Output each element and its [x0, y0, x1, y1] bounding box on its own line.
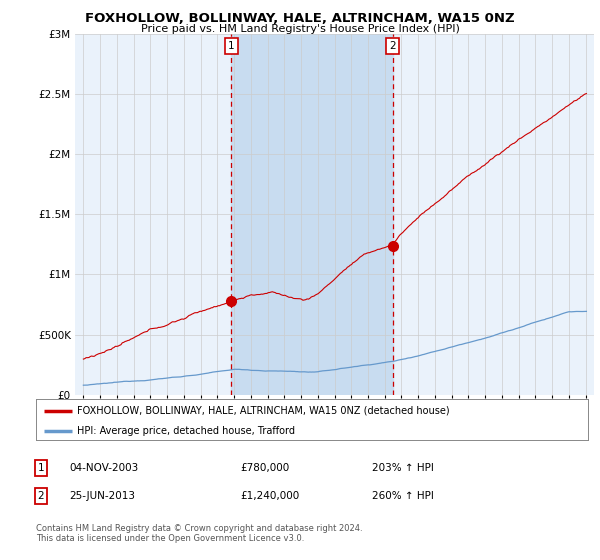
Text: 1: 1	[37, 463, 44, 473]
Text: 2: 2	[389, 41, 396, 50]
Text: 1: 1	[228, 41, 235, 50]
Text: FOXHOLLOW, BOLLINWAY, HALE, ALTRINCHAM, WA15 0NZ: FOXHOLLOW, BOLLINWAY, HALE, ALTRINCHAM, …	[85, 12, 515, 25]
Text: 260% ↑ HPI: 260% ↑ HPI	[372, 491, 434, 501]
Text: £780,000: £780,000	[240, 463, 289, 473]
Text: Contains HM Land Registry data © Crown copyright and database right 2024.
This d: Contains HM Land Registry data © Crown c…	[36, 524, 362, 543]
Text: 203% ↑ HPI: 203% ↑ HPI	[372, 463, 434, 473]
Text: HPI: Average price, detached house, Trafford: HPI: Average price, detached house, Traf…	[77, 426, 295, 436]
Text: 25-JUN-2013: 25-JUN-2013	[69, 491, 135, 501]
Bar	[232, 34, 393, 395]
Text: Price paid vs. HM Land Registry's House Price Index (HPI): Price paid vs. HM Land Registry's House …	[140, 24, 460, 34]
Text: £1,240,000: £1,240,000	[240, 491, 299, 501]
Text: 04-NOV-2003: 04-NOV-2003	[69, 463, 138, 473]
Text: FOXHOLLOW, BOLLINWAY, HALE, ALTRINCHAM, WA15 0NZ (detached house): FOXHOLLOW, BOLLINWAY, HALE, ALTRINCHAM, …	[77, 405, 450, 416]
Text: 2: 2	[37, 491, 44, 501]
